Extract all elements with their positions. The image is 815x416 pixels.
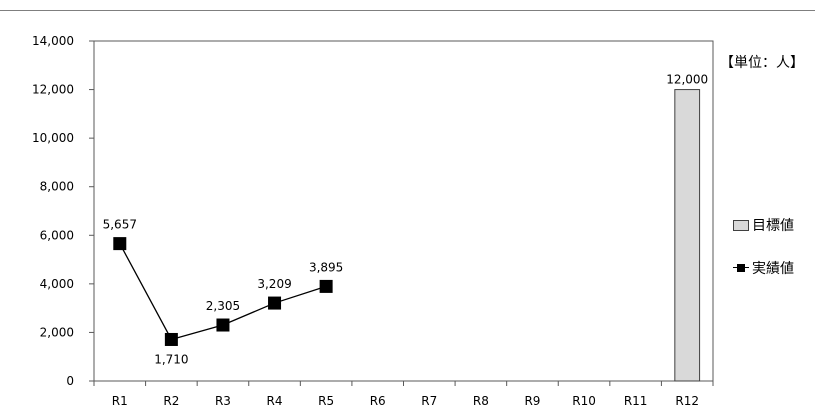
x-tick-label: R7 (421, 394, 437, 408)
legend-label-target: 目標値 (752, 218, 794, 234)
x-tick-label: R5 (318, 394, 334, 408)
actual-point-marker (268, 296, 282, 310)
legend-item-actual: 実績値 (733, 258, 794, 278)
y-tick-label: 10,000 (32, 131, 74, 145)
legend-swatch-line (733, 263, 749, 273)
y-tick-label: 6,000 (40, 228, 74, 242)
x-tick-label: R3 (215, 394, 231, 408)
legend-item-target: 目標値 (733, 215, 794, 235)
actual-point-marker (113, 237, 127, 251)
legend-label-actual: 実績値 (752, 261, 794, 277)
top-divider (0, 10, 815, 11)
target-bar (674, 89, 701, 382)
x-tick-label: R11 (624, 394, 648, 408)
y-tick-label: 0 (66, 374, 74, 388)
x-tick-label: R4 (267, 394, 283, 408)
actual-point-marker (216, 318, 230, 332)
legend-swatch-bar (733, 219, 749, 231)
point-data-label: 3,895 (309, 260, 343, 274)
point-data-label: 2,305 (206, 299, 240, 313)
y-tick-label: 14,000 (32, 34, 74, 48)
y-tick-label: 12,000 (32, 83, 74, 97)
x-tick-label: R2 (163, 394, 179, 408)
y-tick-label: 4,000 (40, 277, 74, 291)
x-tick-label: R1 (112, 394, 128, 408)
actual-point-marker (164, 332, 178, 346)
plot-area (93, 40, 714, 382)
point-data-label: 3,209 (257, 277, 291, 291)
x-tick-label: R9 (524, 394, 540, 408)
y-tick-label: 2,000 (40, 325, 74, 339)
unit-label: 【単位：人】 (720, 55, 804, 71)
y-tick-label: 8,000 (40, 180, 74, 194)
bar-data-label: 12,000 (666, 73, 708, 87)
x-tick-label: R10 (572, 394, 596, 408)
point-data-label: 5,657 (103, 218, 137, 232)
x-tick-label: R8 (473, 394, 489, 408)
x-tick-label: R12 (675, 394, 699, 408)
x-tick-label: R6 (370, 394, 386, 408)
point-data-label: 1,710 (154, 352, 188, 366)
actual-point-marker (319, 279, 333, 293)
